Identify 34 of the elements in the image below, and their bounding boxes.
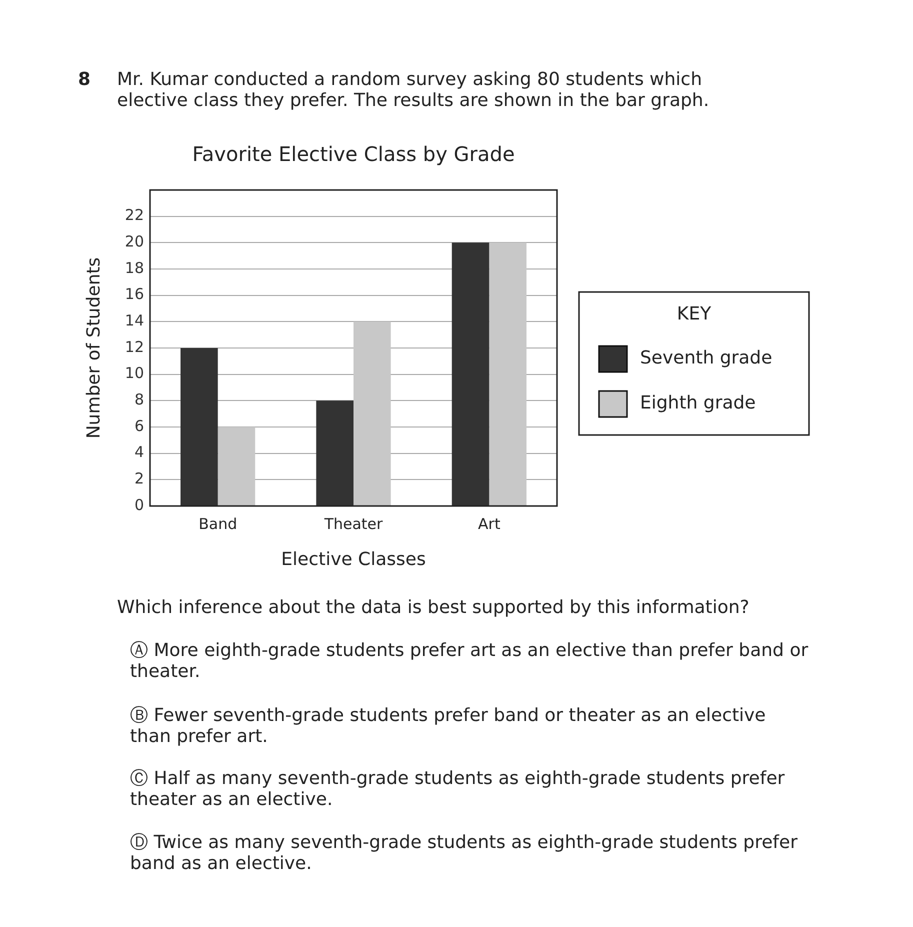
bar — [218, 427, 256, 506]
y-tick-label: 18 — [124, 258, 144, 277]
bar — [316, 400, 354, 506]
x-tick-label: Theater — [323, 514, 384, 533]
text: 8 — [78, 69, 92, 90]
y-tick-label: 22 — [124, 206, 144, 224]
y-tick-label: 2 — [134, 470, 144, 488]
bar — [489, 242, 526, 506]
text: Ⓐ More eighth-grade students prefer art as an elective than prefer band or theater. — [130, 640, 810, 682]
y-tick-label: 8 — [134, 390, 144, 409]
y-tick-label: 6 — [134, 416, 144, 435]
text: Mr. Kumar conducted a random survey asking 80 students which elective class they prefer. The results are shown in the bar graph. — [117, 69, 710, 111]
y-tick-label: 10 — [124, 364, 144, 382]
y-axis-title: Number of Students — [83, 257, 104, 439]
legend-title: KEY — [676, 304, 712, 325]
text: Ⓑ Fewer seventh-grade students prefer band or theater as an elective than prefer art. — [130, 705, 767, 747]
bar — [452, 242, 490, 506]
y-tick-label: 0 — [134, 496, 144, 514]
bar — [354, 322, 391, 506]
x-axis-title: Elective Classes — [281, 548, 426, 570]
legend-label: Seventh grade — [640, 348, 772, 369]
y-tick-label: 14 — [124, 312, 144, 330]
chart-title: Favorite Elective Class by Grade — [192, 142, 515, 166]
y-tick-label: 4 — [134, 443, 144, 462]
x-tick-label: Art — [478, 514, 500, 533]
text: Ⓓ Twice as many seventh-grade students as eighth-grade students prefer band as an elective. — [130, 832, 798, 874]
y-tick-label: 12 — [124, 338, 144, 356]
y-tick-label: 16 — [124, 285, 144, 304]
text: Which inference about the data is best supported by this information? — [117, 597, 750, 618]
text: Ⓒ Half as many seventh-grade students as eighth-grade students prefer theater as an elective. — [130, 768, 786, 810]
bar — [180, 348, 218, 506]
y-tick-label: 20 — [124, 232, 144, 251]
legend-label: Eighth grade — [640, 392, 756, 414]
x-tick-label: Band — [198, 514, 238, 533]
